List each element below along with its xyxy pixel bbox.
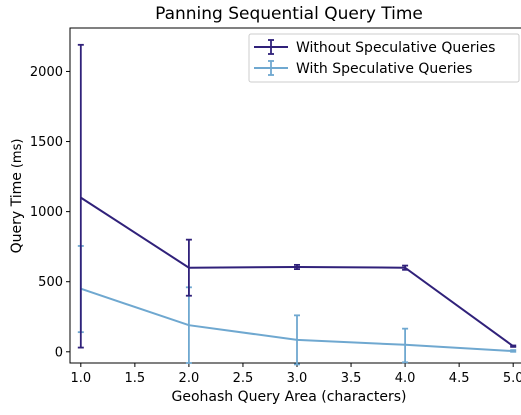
x-tick-label: 1.5: [125, 371, 146, 386]
x-tick-label: 1.0: [70, 371, 91, 386]
legend-label: Without Speculative Queries: [296, 40, 495, 56]
x-tick-label: 3.5: [341, 371, 362, 386]
x-tick-label: 3.0: [287, 371, 308, 386]
x-tick-label: 4.5: [449, 371, 470, 386]
y-tick-label: 2000: [30, 65, 63, 80]
series-1: [77, 43, 517, 349]
y-axis-label-unit: (ms): [10, 139, 25, 169]
x-tick-label: 5.0: [503, 371, 521, 386]
x-axis-label: Geohash Query Area (characters): [171, 389, 406, 405]
y-axis-label: Query Time (ms): [9, 139, 25, 254]
x-axis-ticks: 1.0 1.5 2.0 2.5 3.0 3.5 4.0 4.5 5.0: [70, 363, 521, 386]
y-tick-label: 1500: [30, 135, 63, 150]
y-tick-label: 500: [38, 275, 63, 290]
x-tick-label: 4.0: [395, 371, 416, 386]
legend-entry-1: Without Speculative Queries: [254, 39, 495, 56]
legend-label: With Speculative Queries: [296, 61, 472, 77]
legend-frame: [248, 33, 520, 83]
chart-title: Panning Sequential Query Time: [155, 4, 423, 24]
legend-entry-2: With Speculative Queries: [254, 60, 472, 77]
x-tick-label: 2.0: [179, 371, 200, 386]
y-tick-label: 0: [55, 345, 63, 360]
x-tick-label: 2.5: [233, 371, 254, 386]
y-axis-ticks: 0 500 1000 1500 2000: [30, 65, 70, 360]
series-layer: [77, 43, 517, 366]
series-2: [77, 245, 517, 366]
legend: Without Speculative Queries With Speculat…: [248, 33, 520, 83]
y-tick-label: 1000: [30, 205, 63, 220]
y-axis-label-main: Query Time: [9, 172, 25, 253]
